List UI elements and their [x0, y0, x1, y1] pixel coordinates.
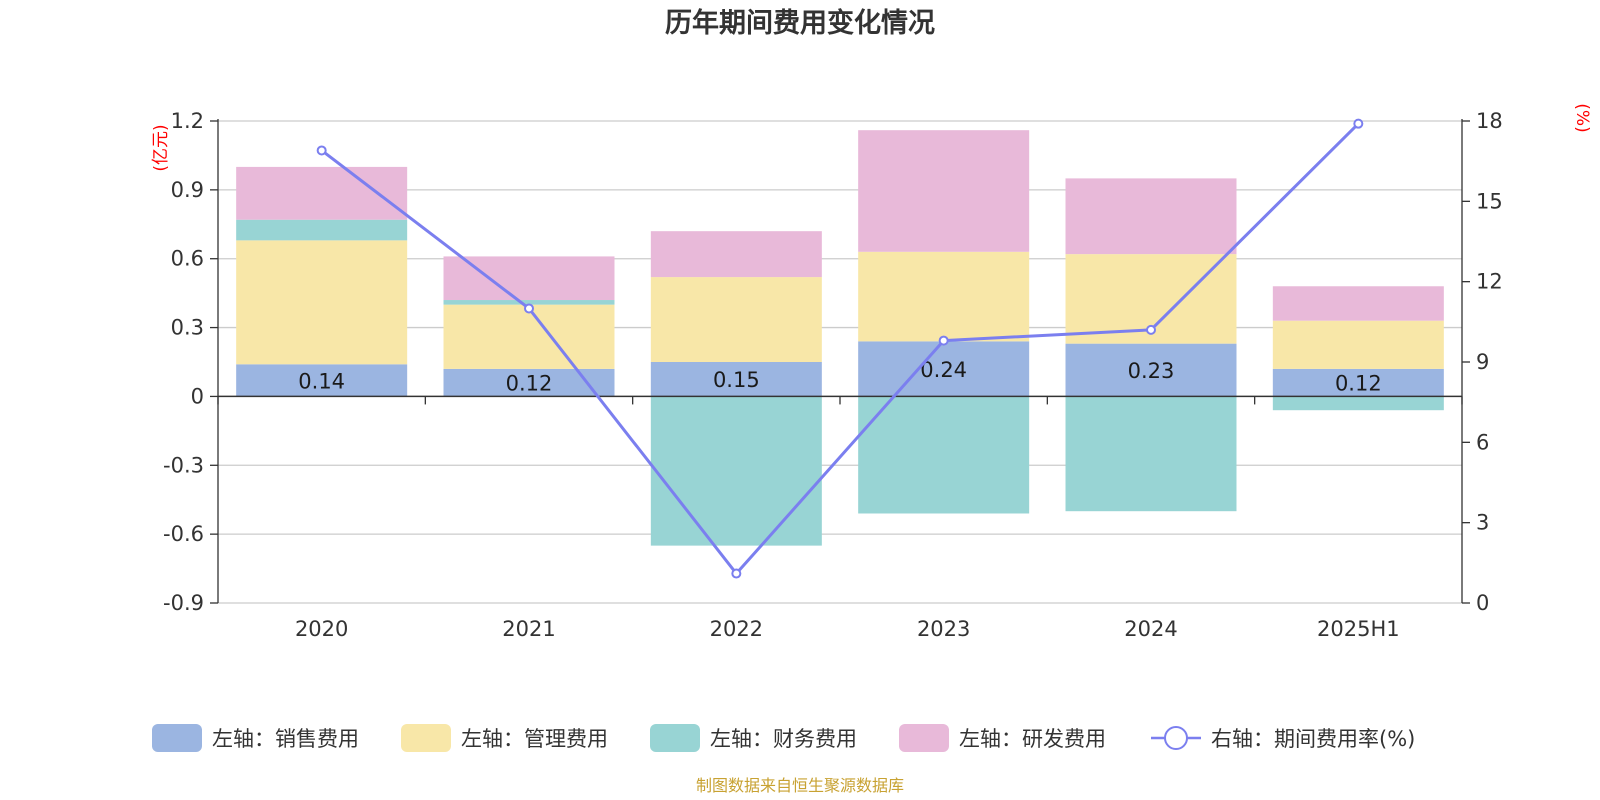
legend-swatch: [650, 724, 700, 752]
legend-swatch: [152, 724, 202, 752]
category-label: 2024: [1124, 617, 1177, 641]
right-tick-label: 9: [1476, 350, 1489, 374]
category-label: 2025H1: [1317, 617, 1400, 641]
left-tick-label: -0.9: [163, 591, 204, 615]
bar-segment: [236, 240, 408, 365]
legend-label: 左轴：研发费用: [959, 727, 1106, 751]
left-tick-label: 0.6: [171, 247, 204, 271]
line-point: [524, 303, 534, 314]
bar-segment: [236, 219, 408, 241]
data-labels: 0.14 0.12 0.15 0.24 0.23 0.12: [298, 358, 1381, 396]
bar-segment: [1272, 368, 1444, 397]
grid-lines: [218, 120, 1462, 604]
bar-segment: [858, 341, 1030, 397]
bar-segment: [1272, 396, 1444, 411]
bar-segment: [236, 166, 408, 220]
legend-label: 左轴：财务费用: [710, 727, 857, 751]
left-tick-label: 0.3: [171, 316, 204, 340]
bar-data-label: 0.12: [1335, 372, 1382, 396]
right-tick-label: 15: [1476, 189, 1503, 213]
bar-data-label: 0.12: [506, 372, 553, 396]
line-point: [731, 568, 742, 579]
bar-segment: [1272, 286, 1444, 321]
line-series: [316, 118, 1364, 579]
bar-segment: [1272, 320, 1444, 369]
line-point: [1146, 324, 1156, 335]
bar-segment: [443, 300, 615, 305]
axes: 1.2 0.9 0.6 0.3 0 -0.3 -0.6 -0.9 18 15 12 9 6 3 0 2020 2…: [151, 103, 1592, 641]
chart-title: 历年期间费用变化情况: [665, 7, 935, 39]
left-axis-unit: (亿元): [151, 124, 171, 171]
category-label: 2022: [710, 617, 763, 641]
bar-data-label: 0.23: [1128, 359, 1175, 383]
left-tick-label: -0.3: [163, 453, 204, 477]
category-label: 2020: [295, 617, 348, 641]
left-tick-label: 0: [191, 384, 204, 408]
right-tick-label: 18: [1476, 109, 1503, 133]
bar-data-label: 0.14: [298, 369, 345, 393]
bar-segment: [1065, 396, 1237, 512]
bar-segment: [858, 396, 1030, 514]
bar-series: [236, 130, 1444, 546]
legend-label: 左轴：销售费用: [212, 727, 359, 751]
expense-rate-line: [320, 122, 1360, 576]
bar-segment: [650, 396, 822, 546]
bar-data-label: 0.15: [713, 368, 760, 392]
bar-segment: [236, 364, 408, 397]
bar-segment: [1065, 178, 1237, 255]
right-tick-label: 6: [1476, 430, 1489, 454]
legend-swatch: [899, 724, 949, 752]
left-tick-label: 0.9: [171, 178, 204, 202]
source-note: 制图数据来自恒生聚源数据库: [696, 776, 904, 795]
category-label: 2023: [917, 617, 970, 641]
right-tick-label: 0: [1476, 591, 1489, 615]
legend-label: 右轴：期间费用率(%): [1211, 727, 1415, 751]
bar-segment: [1065, 343, 1237, 397]
left-tick-label: -0.6: [163, 522, 204, 546]
bar-segment: [650, 231, 822, 278]
bar-segment: [443, 304, 615, 369]
bar-data-label: 0.24: [920, 358, 967, 382]
line-point: [316, 145, 327, 156]
line-point: [938, 335, 949, 346]
line-point: [1353, 118, 1364, 129]
legend-marker: [1164, 726, 1188, 750]
legend: 左轴：销售费用 左轴：管理费用 左轴：财务费用 左轴：研发费用 右轴：期间费用率(%): [152, 724, 1415, 752]
bar-segment: [650, 362, 822, 397]
legend-swatch: [401, 724, 451, 752]
right-tick-label: 12: [1476, 270, 1503, 294]
right-axis-unit: (%): [1572, 103, 1592, 132]
category-label: 2021: [502, 617, 555, 641]
bar-segment: [858, 130, 1030, 252]
legend-label: 左轴：管理费用: [461, 727, 608, 751]
right-tick-label: 3: [1476, 511, 1489, 535]
left-tick-label: 1.2: [171, 109, 204, 133]
bar-segment: [858, 251, 1030, 342]
bar-segment: [650, 277, 822, 362]
